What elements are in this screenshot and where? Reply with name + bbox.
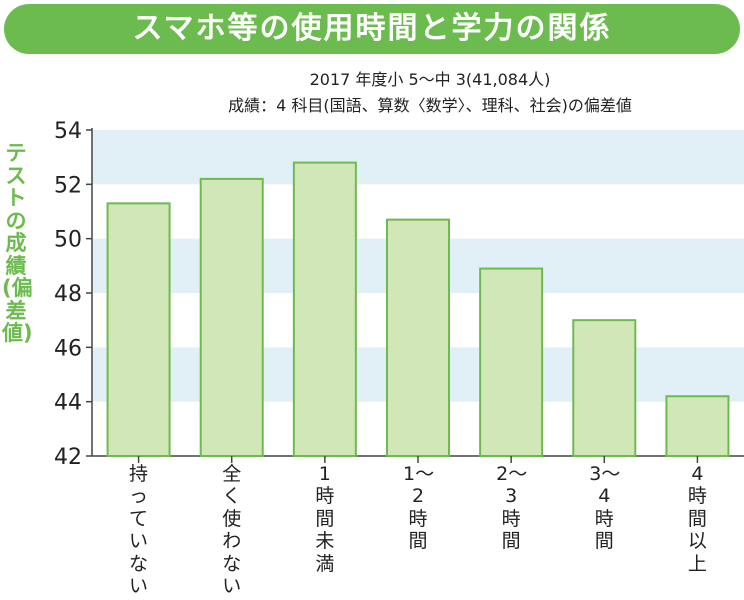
y-tick-label: 54 [54,119,82,144]
x-tick-label: 全く使わない [222,463,242,598]
bar [665,395,730,458]
grid-band [92,130,744,185]
x-tick-label: 3〜4時間 [589,463,621,553]
x-tick-label: 2〜3時間 [496,463,528,553]
x-tick-label: 持っていない [129,463,149,598]
y-tick-label: 52 [54,173,82,198]
x-tick-label: 1〜2時間 [403,463,435,553]
bar [292,161,357,457]
y-tick-label: 48 [54,282,82,307]
x-tick-label: 1時間未満 [315,463,335,575]
bar [479,267,544,457]
y-tick-label: 42 [54,445,82,470]
bar [386,218,450,457]
chart-subtitle-line2: 成績：4 科目(国語、算数〈数学〉、理科、社会)の偏差値 [228,96,632,115]
y-tick-label: 44 [54,391,82,416]
y-axis-label: テストの成績(偏差値) [2,141,33,345]
bar [572,319,637,457]
y-tick-label: 46 [54,336,82,361]
bar [106,202,171,457]
title-bar: スマホ等の使用時間と学力の関係 [4,4,740,54]
chart-subtitle-line1: 2017 年度小 5～中 3(41,084人) [309,70,551,89]
x-tick-label: 4時間以上 [687,463,707,575]
bar [199,177,264,457]
y-tick-label: 50 [54,228,82,253]
chart-title: スマホ等の使用時間と学力の関係 [132,11,612,46]
